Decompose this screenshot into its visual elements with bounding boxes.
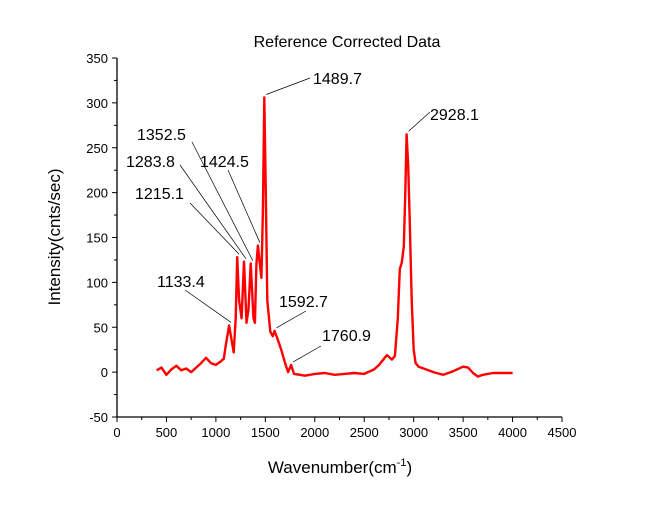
x-axis-label-sup: -1 <box>397 457 407 469</box>
x-tick-label: 3500 <box>449 425 478 440</box>
y-tick-label: 250 <box>86 141 108 156</box>
x-tick-label: 4000 <box>498 425 527 440</box>
peak-label: 1283.8 <box>126 154 175 171</box>
x-tick-label: 2500 <box>350 425 379 440</box>
annotation-leader <box>292 345 322 363</box>
annotation-leader <box>189 202 240 255</box>
x-tick-label: 1000 <box>201 425 230 440</box>
chart-title: Reference Corrected Data <box>254 34 441 51</box>
peak-label: 2928.1 <box>430 107 479 124</box>
annotation-leader <box>184 289 232 323</box>
y-tick-label: 100 <box>86 275 108 290</box>
peak-label: 1592.7 <box>279 294 328 311</box>
spectrum-line <box>156 96 513 378</box>
x-axis-label-end: ) <box>406 458 412 477</box>
x-axis-label-main: Wavenumber(cm <box>268 458 397 477</box>
y-tick-label: 0 <box>101 365 108 380</box>
x-tick-label: 2000 <box>300 425 329 440</box>
annotation-leader <box>266 77 311 95</box>
x-tick-label: 500 <box>156 425 178 440</box>
x-tick-label: 3000 <box>399 425 428 440</box>
peak-label: 1215.1 <box>135 186 184 203</box>
x-axis-label: Wavenumber(cm-1) <box>268 457 412 477</box>
y-tick-label: 350 <box>86 51 108 66</box>
y-tick-label: 150 <box>86 231 108 246</box>
y-tick-label: 200 <box>86 186 108 201</box>
peak-label: 1760.9 <box>322 328 371 345</box>
x-tick-label: 1500 <box>251 425 280 440</box>
peak-label: 1133.4 <box>157 274 205 291</box>
y-tick-label: -50 <box>89 410 108 425</box>
peak-label: 1352.5 <box>137 127 186 144</box>
annotation-leader <box>179 164 247 259</box>
annotation-leader <box>227 169 261 243</box>
x-tick-label: 0 <box>113 425 120 440</box>
y-tick-label: 300 <box>86 96 108 111</box>
y-tick-label: 50 <box>94 320 108 335</box>
annotation-leader <box>276 310 307 329</box>
peak-label: 1424.5 <box>200 154 249 171</box>
x-tick-label: 4500 <box>548 425 577 440</box>
annotation-leader <box>408 111 431 132</box>
peak-label: 1489.7 <box>313 71 362 88</box>
y-axis-label: Intensity(cnts/sec) <box>45 169 64 306</box>
annotation-leader <box>191 141 254 261</box>
